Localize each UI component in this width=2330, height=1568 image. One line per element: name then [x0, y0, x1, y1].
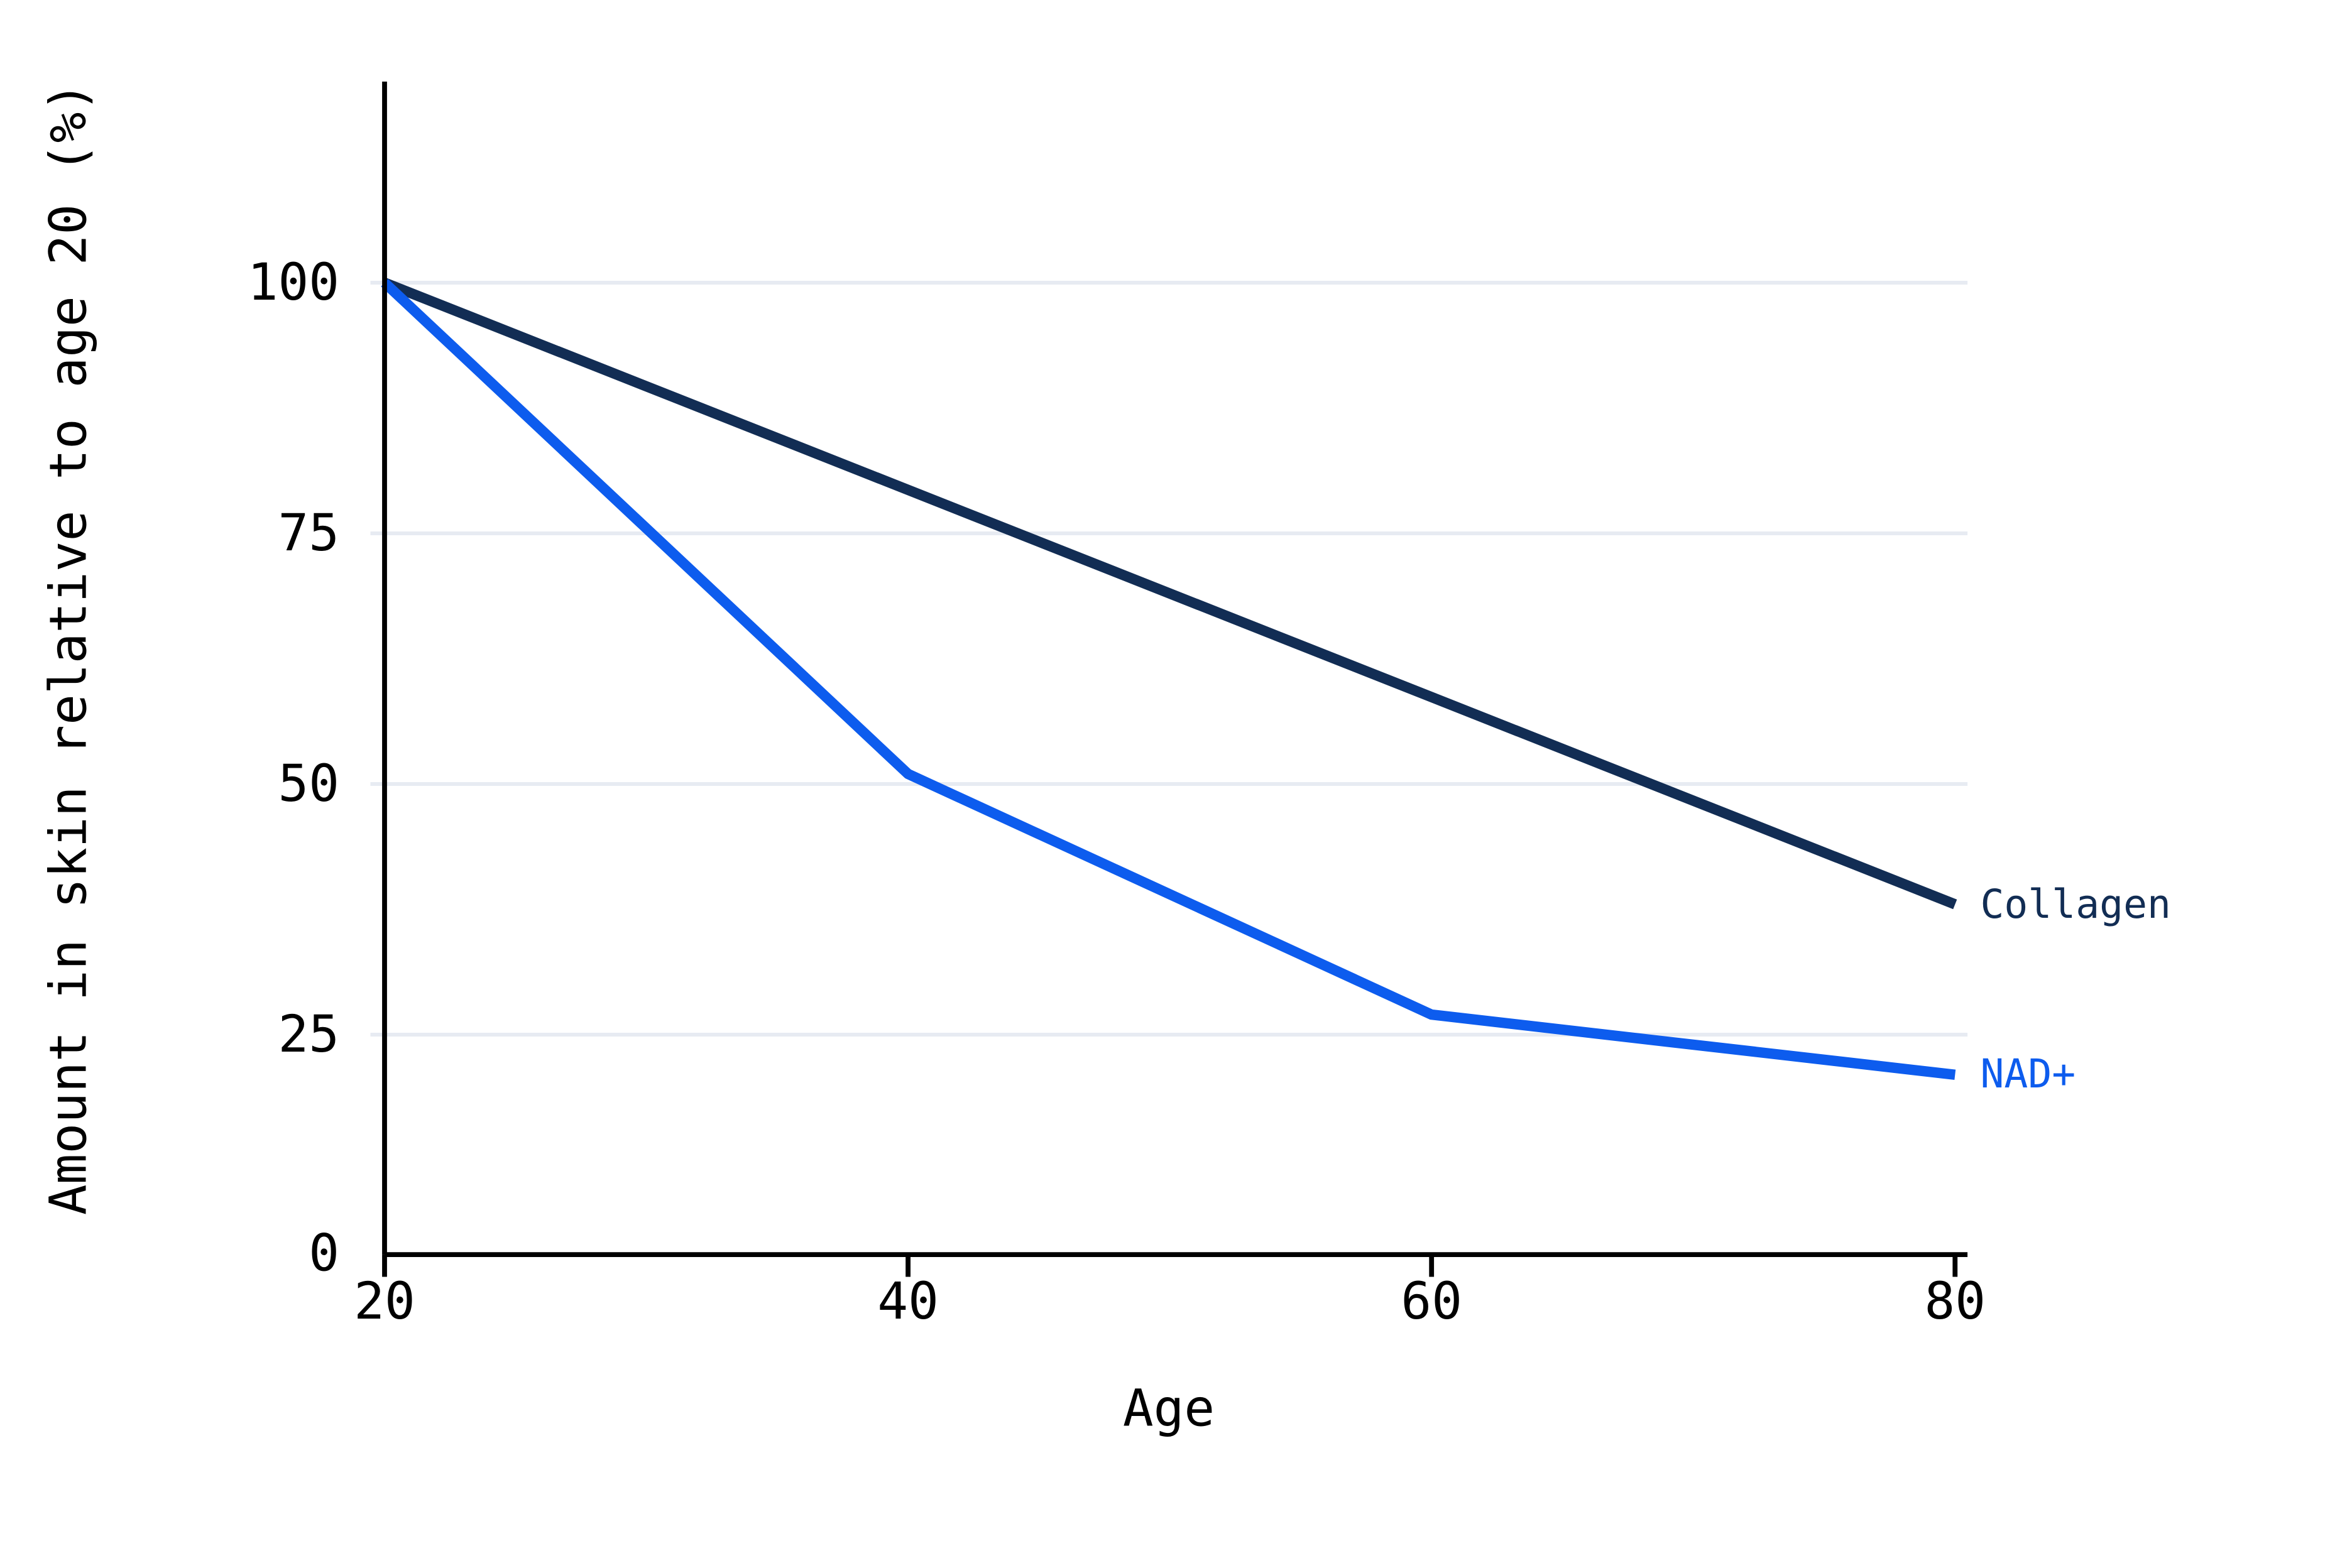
- y-tick-label-100: 100: [248, 253, 339, 312]
- y-tick-label-50: 50: [278, 754, 339, 814]
- y-tick-label-75: 75: [278, 504, 339, 563]
- series-label-nad-plus: NAD+: [1980, 1052, 2076, 1097]
- series-line-collagen: [382, 278, 1957, 910]
- x-tick-label-20: 20: [354, 1272, 415, 1331]
- x-axis-title: Age: [1122, 1380, 1215, 1439]
- y-tick-label-0: 0: [309, 1224, 339, 1283]
- y-tick-label-25: 25: [278, 1005, 339, 1064]
- x-tick-label-60: 60: [1401, 1272, 1462, 1331]
- series-line-nad: [381, 278, 1956, 1081]
- x-tick-label-40: 40: [877, 1272, 939, 1331]
- x-tick-label-80: 80: [1925, 1272, 1986, 1331]
- series-label-collagen: Collagen: [1980, 881, 2171, 927]
- y-axis-title: Amount in skin relative to age 20 (%): [40, 81, 99, 1216]
